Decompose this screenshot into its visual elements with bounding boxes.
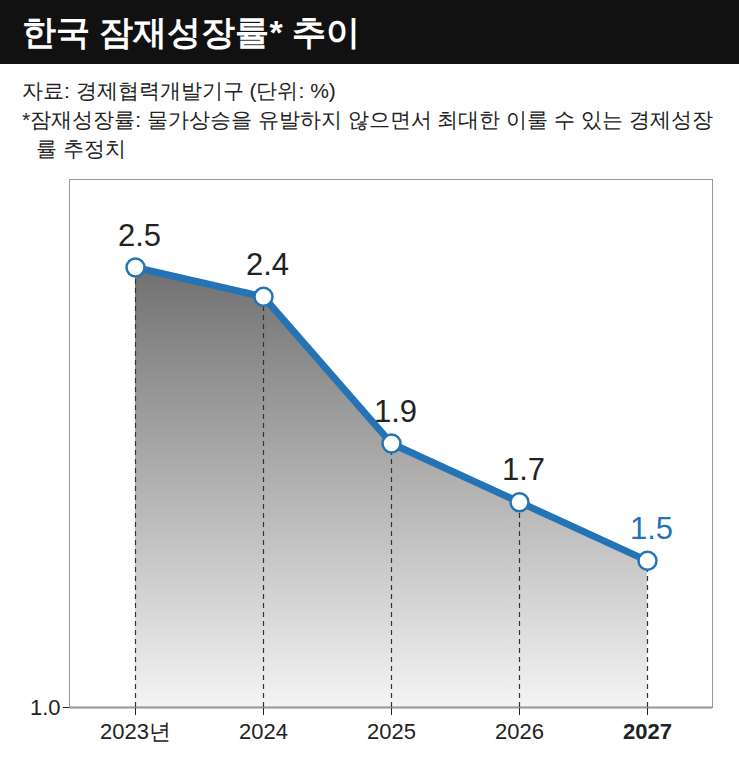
html-text:한국 잠재성장률* 추이: 한국 잠재성장률* 추이 (22, 13, 361, 51)
svg-text:2.4: 2.4 (246, 247, 289, 282)
svg-text:1.9: 1.9 (374, 394, 417, 429)
svg-text:1.7: 1.7 (502, 452, 545, 487)
html-text:*잠재성장률: 물가상승을 유발하지 않으면서 최대한 이룰: *잠재성장률: 물가상승을 유발하지 않으면서 최대한 이룰 수 있는 경제성장… (22, 108, 713, 160)
svg-text:2026: 2026 (495, 719, 544, 744)
svg-text:2023년: 2023년 (100, 719, 171, 744)
svg-text:1.5: 1.5 (630, 511, 673, 546)
svg-text:2.5: 2.5 (118, 218, 161, 253)
svg-text:2025: 2025 (367, 719, 416, 744)
svg-text:2027: 2027 (623, 719, 672, 744)
svg-text:2024: 2024 (239, 719, 288, 744)
html-text:자료: 경제협력개발기구 (단위: %): 자료: 경제협력개발기구 (단위: %) (22, 79, 336, 102)
svg-text:1.0: 1.0 (30, 695, 61, 720)
